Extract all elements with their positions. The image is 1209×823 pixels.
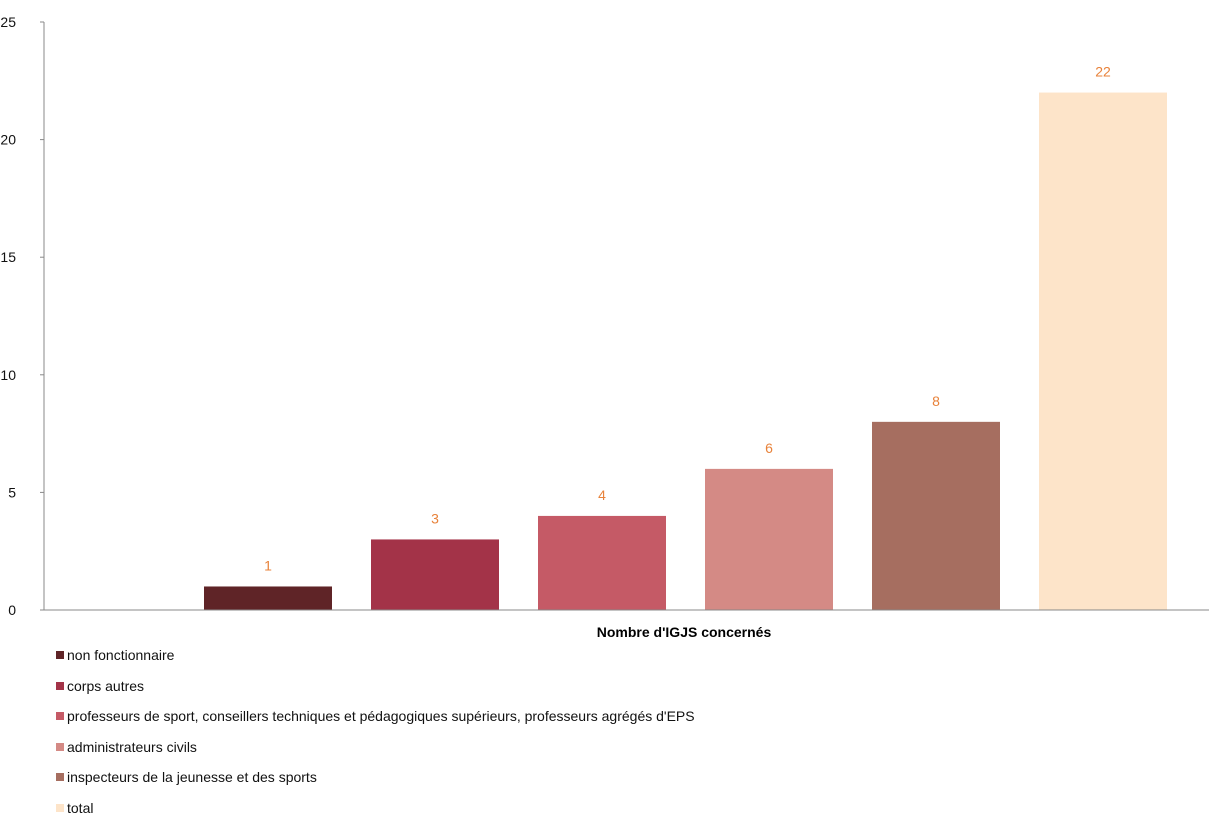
data-label-5: 22 [1095, 64, 1111, 80]
y-tick-label: 15 [0, 249, 16, 265]
legend-item-5: total [56, 793, 695, 823]
bar-1 [371, 539, 499, 610]
data-label-1: 3 [431, 510, 439, 526]
bar-2 [538, 516, 666, 610]
legend-label: total [67, 800, 93, 816]
y-tick-label: 0 [8, 602, 16, 618]
legend-swatch [56, 804, 64, 812]
x-axis-title: Nombre d'IGJS concernés [597, 624, 772, 640]
legend-swatch [56, 712, 64, 720]
data-label-2: 4 [598, 487, 606, 503]
bars-group [204, 93, 1167, 610]
bar-5 [1039, 93, 1167, 610]
legend-item-4: inspecteurs de la jeunesse et des sports [56, 762, 695, 793]
legend-swatch [56, 651, 64, 659]
data-label-3: 6 [765, 440, 773, 456]
y-tick-label: 25 [0, 14, 16, 30]
legend-label: inspecteurs de la jeunesse et des sports [67, 769, 317, 785]
legend-label: professeurs de sport, conseillers techni… [67, 708, 695, 724]
data-label-0: 1 [264, 557, 272, 573]
y-tick-label: 20 [0, 132, 16, 148]
data-label-4: 8 [932, 393, 940, 409]
y-axis-ticks: 0 5 10 15 20 25 [0, 14, 44, 618]
legend-swatch [56, 682, 64, 690]
bar-4 [872, 422, 1000, 610]
legend-item-1: corps autres [56, 671, 695, 702]
bar-3 [705, 469, 833, 610]
legend-label: administrateurs civils [67, 739, 197, 755]
chart-legend: non fonctionnaire corps autres professeurs… [56, 640, 695, 823]
y-tick-label: 5 [8, 484, 16, 500]
legend-item-0: non fonctionnaire [56, 640, 695, 671]
legend-swatch [56, 743, 64, 751]
legend-item-2: professeurs de sport, conseillers techni… [56, 701, 695, 732]
legend-item-3: administrateurs civils [56, 732, 695, 763]
legend-swatch [56, 773, 64, 781]
legend-label: corps autres [67, 678, 144, 694]
y-tick-label: 10 [0, 367, 16, 383]
bar-0 [204, 586, 332, 610]
legend-label: non fonctionnaire [67, 647, 174, 663]
